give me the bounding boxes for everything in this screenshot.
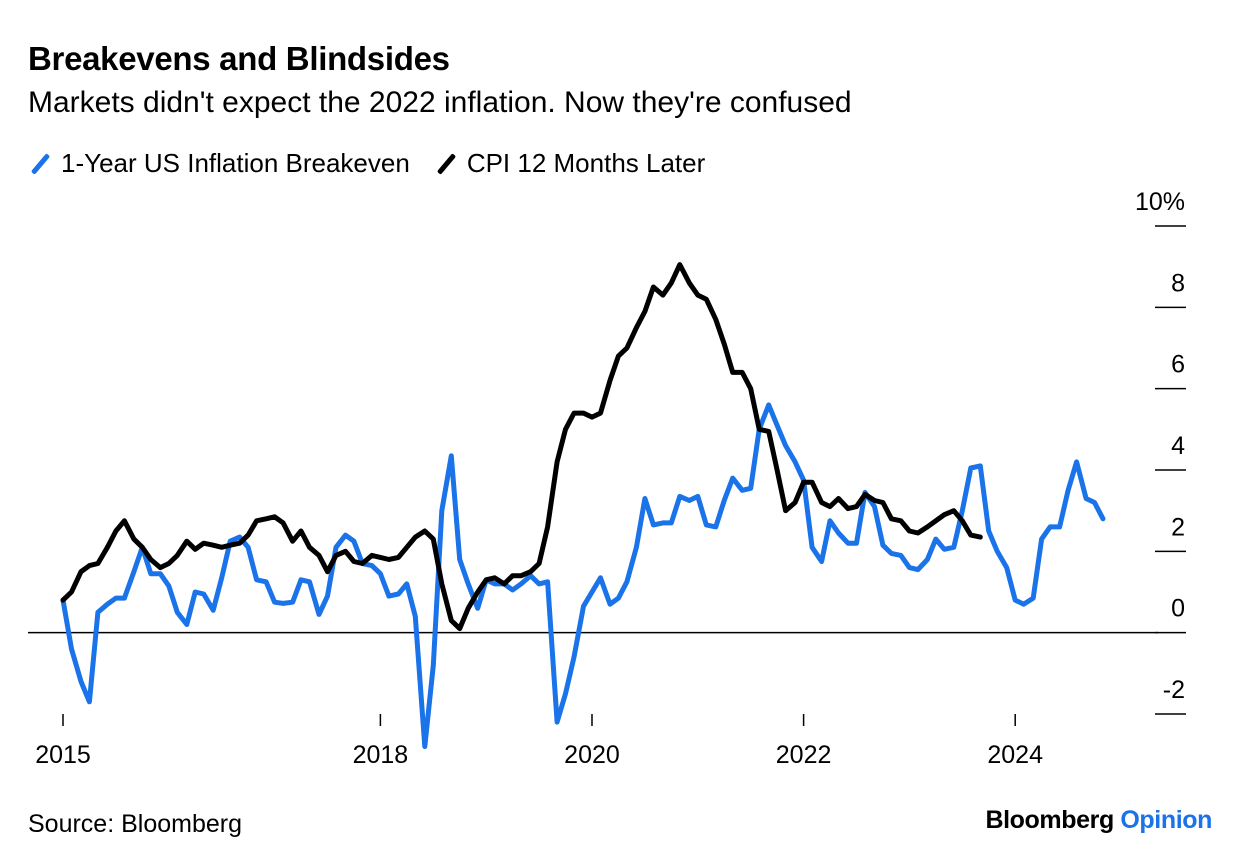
legend-label-breakeven: 1-Year US Inflation Breakeven [61, 148, 410, 178]
legend-item-cpi: CPI 12 Months Later [436, 148, 705, 179]
x-tick-label: 2015 [35, 741, 91, 769]
source-note: Source: Bloomberg [28, 810, 243, 838]
y-tick-label: 10% [1135, 188, 1185, 216]
brand-main: Bloomberg [985, 806, 1114, 834]
legend-item-breakeven: 1-Year US Inflation Breakeven [30, 148, 410, 179]
y-tick-label: 0 [1171, 595, 1185, 623]
chart-title: Breakevens and Blindsides [28, 40, 450, 77]
chart-legend: 1-Year US Inflation Breakeven CPI 12 Mon… [30, 148, 731, 179]
x-tick-label: 2022 [776, 741, 832, 769]
x-tick-label: 2024 [987, 741, 1043, 769]
y-tick-label: 8 [1171, 269, 1185, 297]
x-tick-label: 2020 [564, 741, 620, 769]
legend-label-cpi: CPI 12 Months Later [466, 148, 706, 178]
y-tick-label: -2 [1163, 676, 1185, 704]
x-tick-label: 2018 [353, 741, 409, 769]
chart-subtitle: Markets didn't expect the 2022 inflation… [28, 86, 852, 119]
y-tick-label: 2 [1171, 513, 1185, 541]
series-line-cpi [60, 262, 983, 632]
y-tick-label: 6 [1171, 351, 1185, 379]
y-tick-label: 4 [1171, 432, 1185, 460]
brand-logo: Bloomberg Opinion [985, 806, 1212, 835]
series-line-breakeven [60, 402, 1106, 749]
brand-accent: Opinion [1120, 806, 1212, 834]
